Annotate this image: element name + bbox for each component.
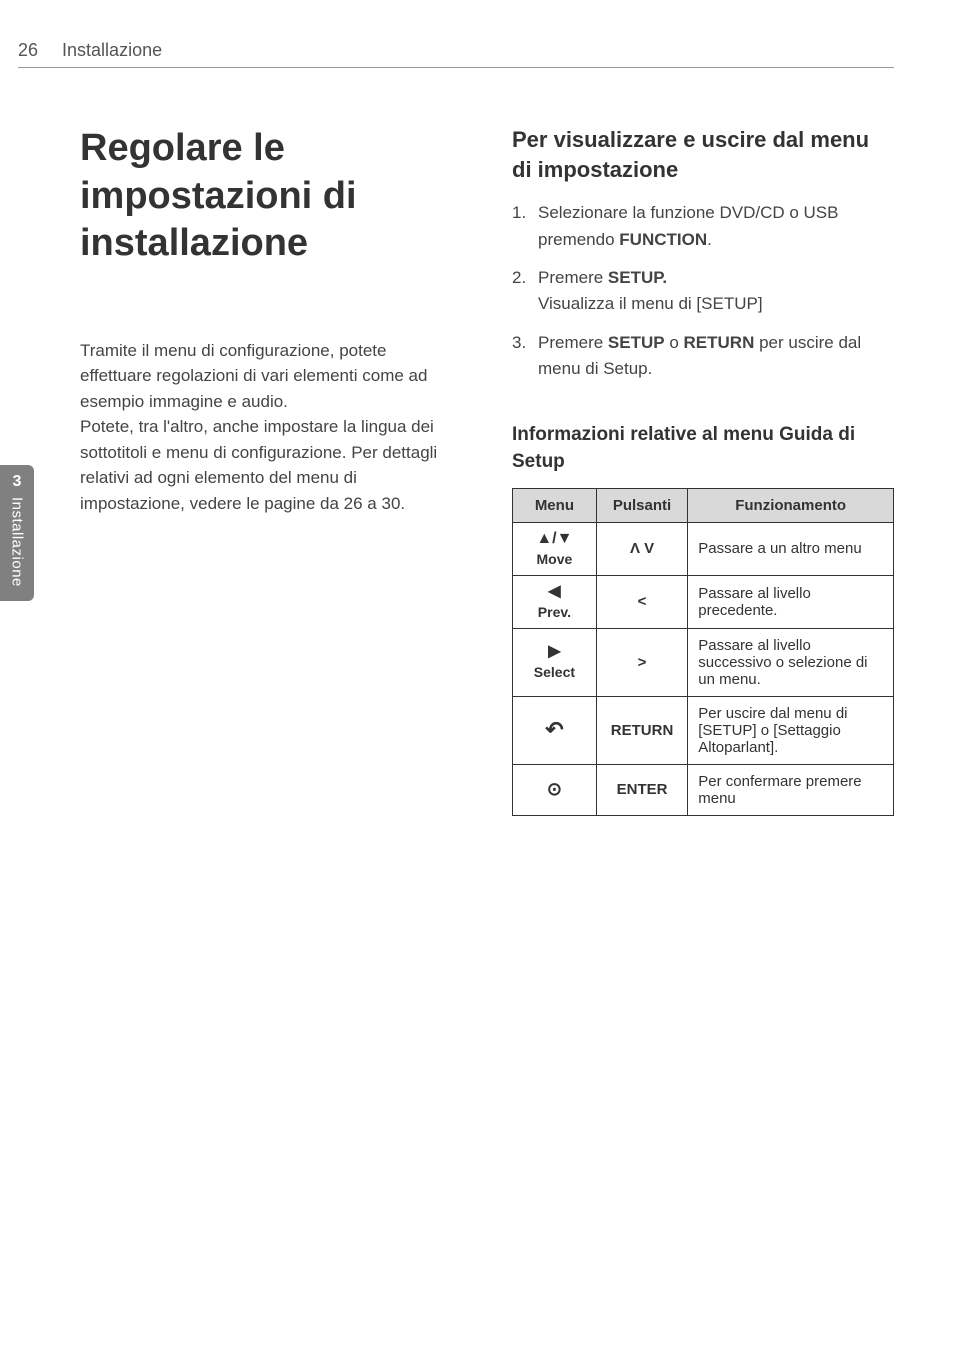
chapter-side-tab: 3 Installazione [0, 465, 34, 601]
enter-icon: ⊙ [547, 779, 562, 799]
btn-cell: < [596, 575, 687, 628]
btn-cell: RETURN [596, 696, 687, 764]
menu-cell-prev: ◀ Prev. [513, 575, 597, 628]
th-menu: Menu [513, 488, 597, 522]
table-row: ↶ RETURN Per uscire dal menu di [SETUP] … [513, 696, 894, 764]
step-text: Visualizza il menu di [SETUP] [538, 294, 763, 313]
content-area: Regolare le impostazioni di installazion… [80, 125, 894, 816]
subheading-view-exit: Per visualizzare e uscire dal menu di im… [512, 125, 894, 184]
step-text: Premere [538, 333, 608, 352]
return-icon: ↶ [545, 717, 563, 742]
func-cell: Per confermare premere menu [688, 764, 894, 815]
step-3: Premere SETUP o RETURN per uscire dal me… [512, 330, 894, 383]
th-funzionamento: Funzionamento [688, 488, 894, 522]
table-heading: Informazioni relative al menu Guida di S… [512, 422, 894, 475]
step-keyword: RETURN [684, 333, 755, 352]
menu-label: Select [534, 664, 575, 680]
btn-cell: > [596, 628, 687, 696]
table-row: ▲/▼ Move Λ V Passare a un altro menu [513, 522, 894, 575]
left-column: Regolare le impostazioni di installazion… [80, 125, 462, 816]
table-row: ▶ Select > Passare al livello successivo… [513, 628, 894, 696]
page-header: 26 Installazione [18, 40, 894, 68]
intro-paragraph: Tramite il menu di configurazione, potet… [80, 338, 462, 517]
table-header-row: Menu Pulsanti Funzionamento [513, 488, 894, 522]
menu-cell-enter: ⊙ [513, 764, 597, 815]
menu-cell-move: ▲/▼ Move [513, 522, 597, 575]
step-keyword: FUNCTION [619, 230, 707, 249]
btn-cell: Λ V [596, 522, 687, 575]
func-cell: Passare a un altro menu [688, 522, 894, 575]
step-text: o [665, 333, 684, 352]
menu-cell-select: ▶ Select [513, 628, 597, 696]
steps-list: Selezionare la funzione DVD/CD o USB pre… [512, 200, 894, 382]
up-down-icon: ▲/▼ [536, 531, 572, 547]
table-row: ⊙ ENTER Per confermare premere menu [513, 764, 894, 815]
right-icon: ▶ [548, 644, 560, 660]
btn-cell: ENTER [596, 764, 687, 815]
step-keyword: SETUP [608, 333, 665, 352]
step-text: Premere [538, 268, 608, 287]
right-column: Per visualizzare e uscire dal menu di im… [512, 125, 894, 816]
menu-label: Move [537, 551, 573, 567]
main-title: Regolare le impostazioni di installazion… [80, 125, 462, 268]
chapter-label: Installazione [9, 497, 26, 587]
menu-label: Prev. [538, 604, 571, 620]
table-row: ◀ Prev. < Passare al livello precedente. [513, 575, 894, 628]
step-1: Selezionare la funzione DVD/CD o USB pre… [512, 200, 894, 253]
step-keyword: SETUP. [608, 268, 667, 287]
step-2: Premere SETUP. Visualizza il menu di [SE… [512, 265, 894, 318]
func-cell: Passare al livello successivo o selezion… [688, 628, 894, 696]
func-cell: Passare al livello precedente. [688, 575, 894, 628]
th-pulsanti: Pulsanti [596, 488, 687, 522]
section-name: Installazione [62, 40, 162, 61]
setup-guide-table: Menu Pulsanti Funzionamento ▲/▼ Move Λ V… [512, 488, 894, 816]
left-icon: ◀ [548, 584, 560, 600]
chapter-number: 3 [13, 473, 22, 491]
page-number: 26 [18, 40, 38, 61]
func-cell: Per uscire dal menu di [SETUP] o [Settag… [688, 696, 894, 764]
menu-cell-return: ↶ [513, 696, 597, 764]
step-text: . [707, 230, 712, 249]
